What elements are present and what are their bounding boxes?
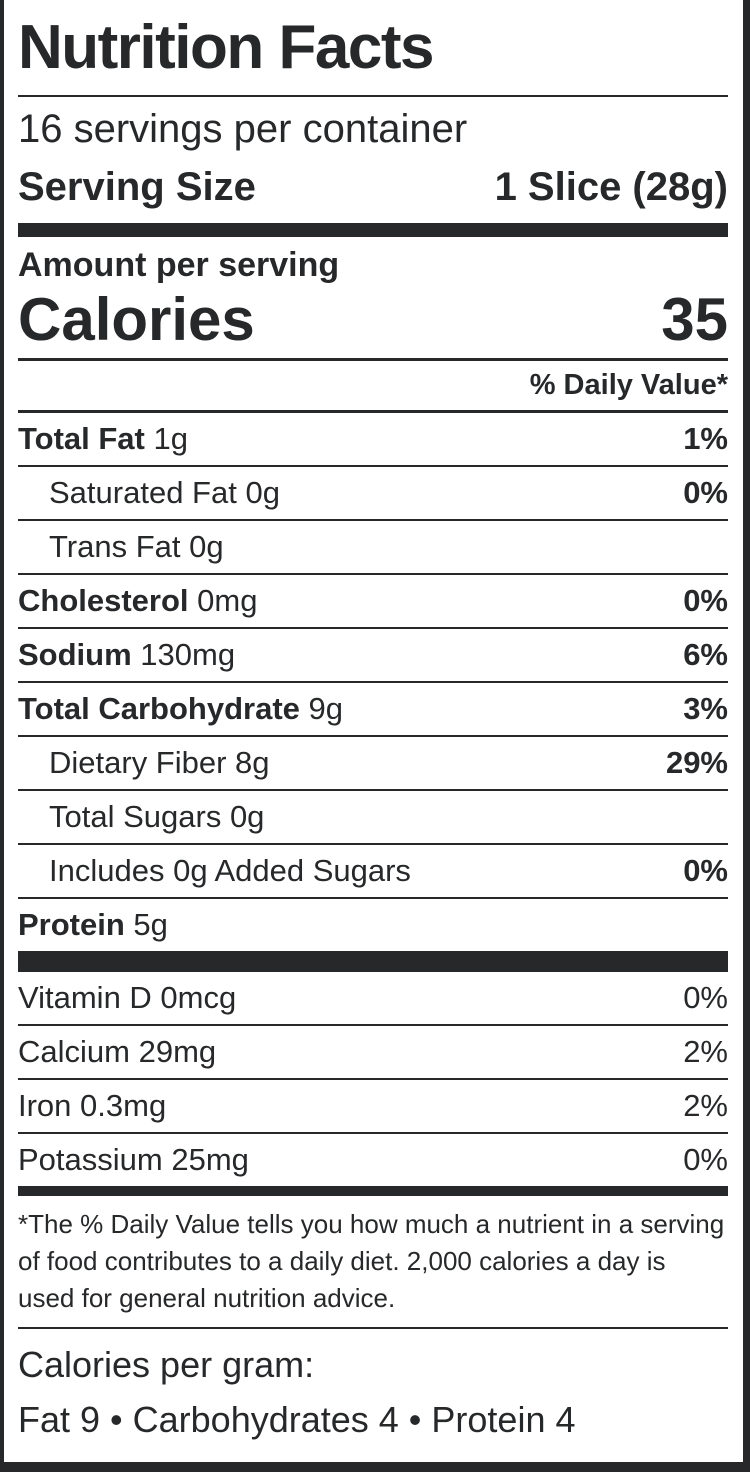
amount-per-serving-label: Amount per serving <box>18 246 340 285</box>
vitamin-row: Potassium 25mg 0% <box>18 1131 728 1186</box>
vitamin-row-name: Vitamin D 0mcg <box>18 979 237 1015</box>
serving-size-row: Serving Size 1 Slice (28g) <box>18 163 728 211</box>
nutrient-row-name: Total Sugars 0g <box>49 798 265 834</box>
vitamin-row: Iron 0.3mg 2% <box>18 1077 728 1132</box>
nutrient-row: Includes 0g Added Sugars 0% <box>18 842 728 897</box>
nutrient-row-name: Trans Fat 0g <box>49 528 224 564</box>
nutrient-row: Total Carbohydrate 9g 3% <box>18 680 728 735</box>
nutrient-row-daily-value: 3% <box>683 690 728 726</box>
nutrient-row-name: Includes 0g Added Sugars <box>49 852 411 888</box>
vitamins-section: Vitamin D 0mcg 0% Calcium 29mg 2% Iron 0.3mg… <box>18 972 728 1186</box>
nutrient-row-name: Saturated Fat 0g <box>49 474 280 510</box>
nutrient-row-name: Dietary Fiber 8g <box>49 744 270 780</box>
daily-value-footnote: *The % Daily Value tells you how much a … <box>18 1208 725 1313</box>
serving-size-label: Serving Size <box>18 165 256 210</box>
calories-label: Calories <box>18 286 255 354</box>
label-content: Nutrition Facts 16 servings per containe… <box>4 0 743 1441</box>
footnote-divider <box>18 1326 728 1329</box>
nutrient-row: Trans Fat 0g <box>18 518 728 573</box>
nutrient-row: Sodium 130mg 6% <box>18 626 728 681</box>
vitamin-row: Vitamin D 0mcg 0% <box>18 972 728 1024</box>
vitamin-row-name: Potassium 25mg <box>18 1141 249 1177</box>
vitamin-row: Calcium 29mg 2% <box>18 1023 728 1078</box>
servings-per-container: 16 servings per container <box>18 107 468 152</box>
vitamin-row-daily-value: 0% <box>683 1141 728 1177</box>
nutrient-row: Dietary Fiber 8g 29% <box>18 734 728 789</box>
nutrient-row: Total Fat 1g 1% <box>18 413 728 465</box>
vitamins-divider-bar <box>18 1185 728 1196</box>
nutrients-section: Total Fat 1g 1% Saturated Fat 0g 0% Trans Fa… <box>18 413 728 951</box>
nutrient-row-daily-value: 0% <box>683 474 728 510</box>
nutrient-row-name: Total Fat 1g <box>18 420 188 456</box>
nutrient-row-daily-value: 6% <box>683 636 728 672</box>
nutrient-row-name: Protein 5g <box>18 906 168 942</box>
protein-divider-bar <box>18 950 728 972</box>
vitamin-row-name: Iron 0.3mg <box>18 1087 167 1123</box>
nutrient-row: Total Sugars 0g <box>18 788 728 843</box>
label-title: Nutrition Facts <box>18 13 434 82</box>
vitamin-row-daily-value: 2% <box>683 1087 728 1123</box>
serving-size-value: 1 Slice (28g) <box>494 165 728 210</box>
nutrient-row: Cholesterol 0mg 0% <box>18 572 728 627</box>
calories-per-gram-value: Fat 9 • Carbohydrates 4 • Protein 4 <box>18 1398 576 1440</box>
nutrient-row-daily-value: 0% <box>683 582 728 618</box>
vitamin-row-daily-value: 0% <box>683 979 728 1015</box>
nutrient-row-daily-value: 0% <box>683 852 728 888</box>
title-divider <box>18 95 728 98</box>
nutrient-row: Saturated Fat 0g 0% <box>18 464 728 519</box>
vitamin-row-name: Calcium 29mg <box>18 1033 217 1069</box>
nutrient-row-daily-value: 29% <box>665 744 728 780</box>
section-divider-bar <box>18 223 728 238</box>
calories-per-gram-label: Calories per gram: <box>18 1343 315 1385</box>
daily-value-header: % Daily Value* <box>18 361 728 413</box>
nutrient-row: Protein 5g <box>18 896 728 951</box>
nutrient-row-name: Cholesterol 0mg <box>18 582 258 618</box>
nutrient-row-daily-value: 1% <box>683 420 728 456</box>
nutrient-row-name: Total Carbohydrate 9g <box>18 690 344 726</box>
calories-value: 35 <box>661 286 728 354</box>
nutrient-row-name: Sodium 130mg <box>18 636 236 672</box>
calories-row: Calories 35 <box>18 286 728 362</box>
vitamin-row-daily-value: 2% <box>683 1033 728 1069</box>
